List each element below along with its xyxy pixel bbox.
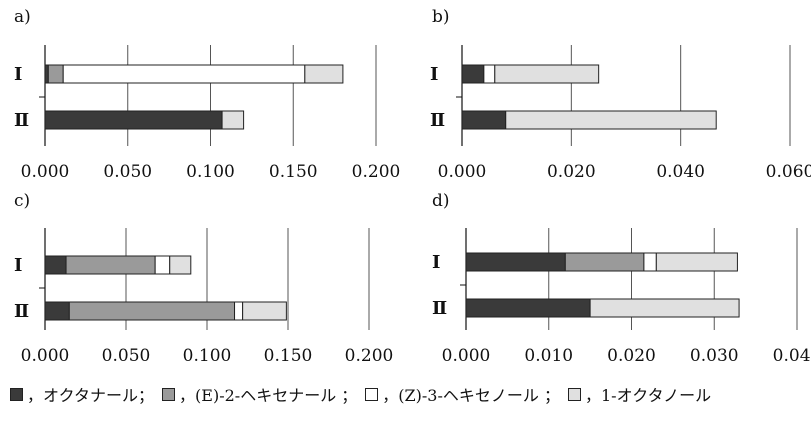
- chart-panel-a: Ⅰ Ⅱ 0.000 0.050 0.100 0.150 0.200 a): [14, 7, 400, 182]
- bar-segment-octanol: [494, 64, 600, 84]
- category-label: Ⅰ: [432, 252, 440, 273]
- x-tick-label: 0.000: [438, 162, 487, 182]
- chart-panel-b: Ⅰ Ⅱ 0.000 0.020 0.040 0.060 b): [430, 7, 811, 182]
- x-tick-label: 0.030: [690, 346, 739, 366]
- bar-segment-octanal: [44, 301, 70, 321]
- x-tick-label: 0.000: [21, 162, 70, 182]
- bar-segment-octanol: [589, 298, 740, 318]
- category-label: Ⅱ: [432, 298, 447, 319]
- legend-item-hexenal: ，(E)-2-ヘキセナール ；: [162, 382, 357, 406]
- legend-item-octanal: ，オクタナール；: [10, 382, 154, 406]
- x-tick-label: 0.100: [183, 346, 232, 366]
- panel-label: d): [432, 191, 450, 211]
- x-tick-label: 0.000: [21, 346, 70, 366]
- bar-segment-octanol: [221, 110, 245, 130]
- x-tick-label: 0.010: [524, 346, 573, 366]
- x-tick-label: 0.060: [766, 162, 811, 182]
- category-label: Ⅰ: [14, 255, 22, 276]
- legend-label-hexenal: ，(E)-2-ヘキセナール ；: [179, 386, 358, 405]
- legend-label-hexenol: ，(Z)-3-ヘキセノール ；: [382, 386, 560, 405]
- bar-segment-octanal: [465, 298, 591, 318]
- bar-segment-hexenal: [47, 64, 64, 84]
- bar-segment-hexenol: [483, 64, 496, 84]
- legend-item-hexenol: ，(Z)-3-ヘキセノール ；: [365, 382, 560, 406]
- bar-segment-octanal: [461, 110, 507, 130]
- x-tick-label: 0.020: [547, 162, 596, 182]
- bar-segment-hexenal: [65, 255, 156, 275]
- x-tick-label: 0.150: [264, 346, 313, 366]
- bar-segment-octanal: [44, 110, 223, 130]
- bar-segment-octanol: [169, 255, 192, 275]
- legend-label-octanol: ，1-オクタノール: [584, 386, 712, 405]
- bar-segment-octanol: [505, 110, 717, 130]
- x-tick-label: 0.050: [103, 162, 152, 182]
- bar-segment-octanol: [655, 252, 738, 272]
- legend-swatch-octanal: [10, 387, 23, 401]
- bar-segment-octanol: [304, 64, 344, 84]
- chart-canvas: Ⅰ Ⅱ 0.000 0.050 0.100 0.150 0.200 a) Ⅰ Ⅱ 0.000 0.02…: [14, 7, 811, 366]
- bar-segment-hexenol: [154, 255, 171, 275]
- x-tick-label: 0.200: [352, 162, 401, 182]
- x-tick-label: 0.100: [186, 162, 235, 182]
- x-tick-label: 0.020: [607, 346, 656, 366]
- category-label: Ⅰ: [430, 64, 438, 85]
- bar-segment-hexenal: [68, 301, 236, 321]
- bar-segment-octanol: [242, 301, 287, 321]
- bar-segment-hexenol: [643, 252, 657, 272]
- x-tick-label: 0.000: [442, 346, 491, 366]
- bar-segment-octanal: [461, 64, 485, 84]
- panel-label: c): [14, 191, 30, 211]
- panel-label: b): [432, 7, 450, 27]
- x-tick-label: 0.050: [102, 346, 151, 366]
- category-label: Ⅱ: [14, 301, 29, 322]
- bar-segment-hexenol: [62, 64, 306, 84]
- legend-swatch-hexenol: [365, 387, 379, 401]
- legend-swatch-hexenal: [162, 387, 176, 401]
- legend-label-octanal: ，オクタナール；: [27, 386, 155, 405]
- x-tick-label: 0.040: [773, 346, 811, 366]
- panel-label: a): [14, 7, 31, 27]
- bar-segment-octanal: [465, 252, 566, 272]
- chart-panel-d: Ⅰ Ⅱ 0.000 0.010 0.020 0.030 0.040 d): [432, 191, 811, 366]
- x-tick-label: 0.040: [656, 162, 705, 182]
- x-tick-label: 0.150: [269, 162, 318, 182]
- legend: ，オクタナール； ，(E)-2-ヘキセナール ； ，(Z)-3-ヘキセノール ；…: [10, 383, 719, 405]
- bar-segment-hexenal: [564, 252, 645, 272]
- category-label: Ⅱ: [430, 110, 445, 131]
- bar-segment-hexenol: [234, 301, 244, 321]
- category-label: Ⅰ: [14, 64, 22, 85]
- x-tick-label: 0.200: [345, 346, 394, 366]
- legend-swatch-octanol: [567, 387, 581, 401]
- bar-segment-octanal: [44, 255, 67, 275]
- legend-item-octanol: ，1-オクタノール: [567, 382, 712, 406]
- chart-panel-c: Ⅰ Ⅱ 0.000 0.050 0.100 0.150 0.200 c): [14, 191, 393, 366]
- category-label: Ⅱ: [14, 110, 29, 131]
